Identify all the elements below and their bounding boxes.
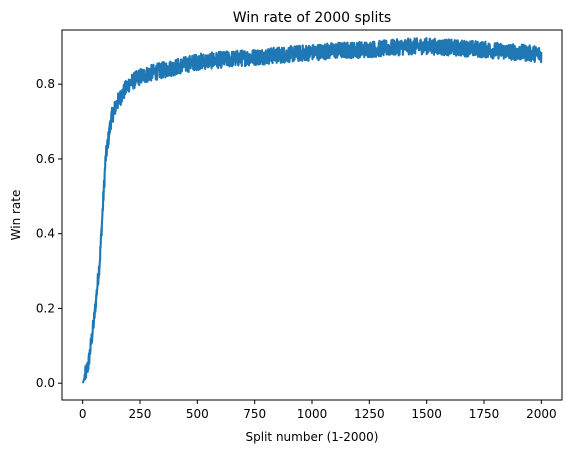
x-tick-label: 2000 bbox=[526, 407, 557, 421]
y-tick-label: 0.0 bbox=[36, 376, 55, 390]
x-tick-label: 500 bbox=[186, 407, 209, 421]
x-tick-label: 1250 bbox=[354, 407, 385, 421]
y-tick-label: 0.8 bbox=[36, 77, 55, 91]
x-tick-label: 750 bbox=[243, 407, 266, 421]
x-tick-label: 1000 bbox=[297, 407, 328, 421]
plot-area bbox=[81, 37, 543, 384]
x-tick-label: 250 bbox=[129, 407, 152, 421]
plot-frame bbox=[61, 29, 563, 401]
x-tick-label: 1500 bbox=[411, 407, 442, 421]
y-axis-label: Win rate bbox=[9, 190, 23, 241]
x-tick-label: 0 bbox=[79, 407, 87, 421]
y-axis: 0.0 0.2 0.4 0.6 0.8 bbox=[36, 77, 62, 390]
x-axis-label: Split number (1-2000) bbox=[246, 430, 379, 444]
y-tick-label: 0.4 bbox=[36, 227, 55, 241]
y-tick-label: 0.6 bbox=[36, 152, 55, 166]
chart-title: Win rate of 2000 splits bbox=[233, 10, 391, 26]
series-line bbox=[81, 37, 543, 384]
x-tick-label: 1750 bbox=[469, 407, 500, 421]
x-axis: 0 250 500 750 1000 1250 1500 1750 2000 bbox=[79, 400, 557, 421]
y-tick-label: 0.2 bbox=[36, 301, 55, 315]
